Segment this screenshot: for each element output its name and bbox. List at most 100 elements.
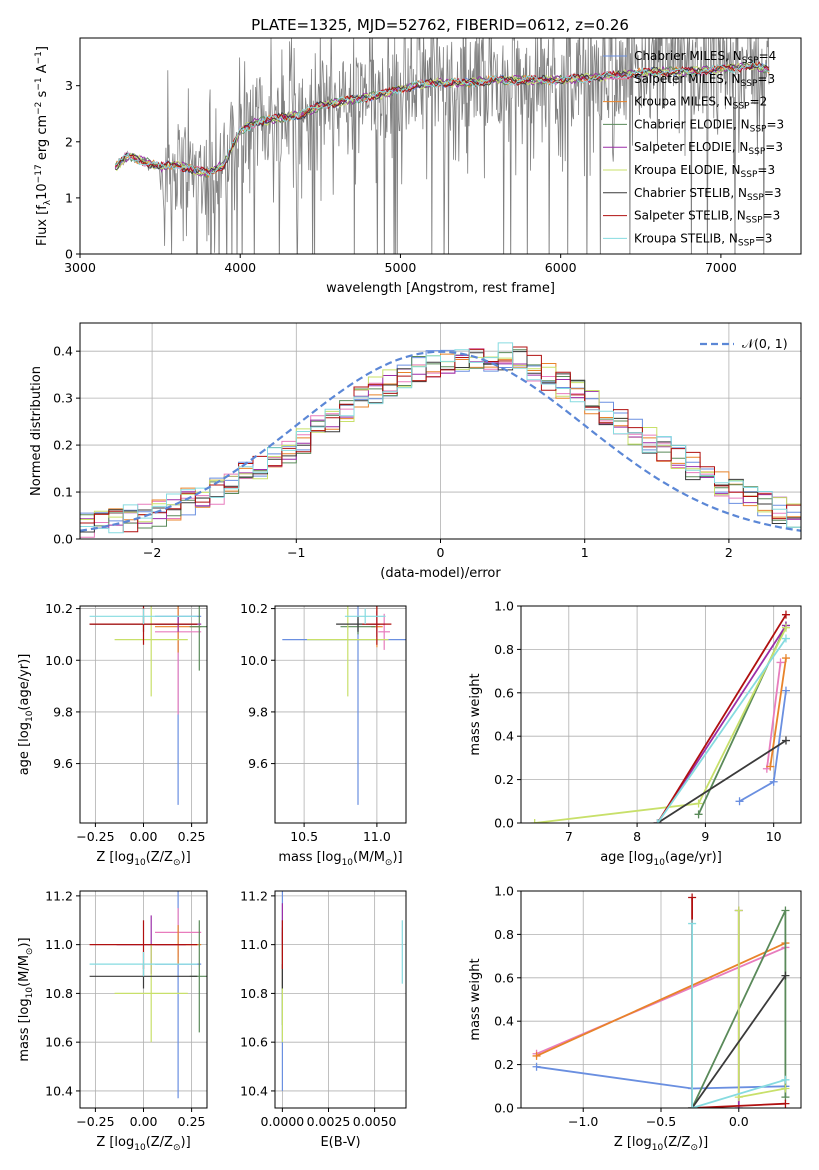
residual-hist-salpeter-stelib bbox=[80, 346, 801, 533]
weight-line-chabrier-stelib bbox=[657, 739, 787, 823]
y-tick-label: 0.3 bbox=[53, 391, 73, 406]
weight-marker-chabrier-miles bbox=[532, 1062, 541, 1071]
panel-weight-vs-age: 7 8 9 10 0.0 0.2 0.4 0.6 0.8 1.0 age [log10(age/yr… bbox=[468, 599, 802, 868]
plot-area bbox=[532, 893, 790, 1108]
panel-mass-vs-Z: −0.25 0.00 0.25 10.4 10.6 10.8 11.0 11.2 Z [log1… bbox=[17, 888, 208, 1153]
weight-marker-kroupa-elodie bbox=[781, 1084, 790, 1093]
panel-mass-vs-ebv: 0.0000 0.0025 0.0050 10.4 10.6 10.8 11.0 11.2 E(… bbox=[240, 888, 407, 1150]
weight-marker-kroupa-stelib bbox=[688, 1104, 697, 1108]
y-tick-label: 0.4 bbox=[53, 344, 73, 359]
weight-line-chabrier-stelib bbox=[691, 975, 787, 1108]
y-tick-label: 10.8 bbox=[45, 986, 73, 1001]
x-axis-label: wavelength [Angstrom, rest frame] bbox=[326, 281, 555, 296]
axes-frame bbox=[520, 605, 802, 824]
legend-label: Salpeter ELODIE, NSSP=3 bbox=[634, 140, 783, 157]
y-tick-label: 2 bbox=[65, 134, 73, 149]
weight-line-kroupa-stelib bbox=[691, 923, 786, 1108]
legend-label: Chabrier STELIB, NSSP=3 bbox=[634, 186, 782, 203]
y-tick-label: 10.8 bbox=[240, 986, 268, 1001]
x-tick-label: 0.25 bbox=[178, 1114, 206, 1129]
y-tick-label: 1.0 bbox=[494, 599, 514, 614]
plot-area bbox=[530, 610, 790, 823]
model-spectrum-kroupa-stelib bbox=[114, 60, 770, 176]
y-tick-label: 11.0 bbox=[240, 937, 268, 952]
y-tick-label: 1 bbox=[65, 190, 73, 205]
axes-frame bbox=[79, 605, 208, 824]
y-tick-label: 0.0 bbox=[53, 532, 73, 547]
panel-spectrum: 3000 4000 5000 6000 7000 0 1 2 3 wavelength [Angs… bbox=[34, 37, 802, 296]
weight-line-salpeter-elodie bbox=[656, 625, 787, 823]
x-tick-label: 1 bbox=[581, 545, 589, 560]
weight-marker-kroupa-miles bbox=[781, 654, 790, 663]
weight-marker-kroupa-stelib bbox=[688, 919, 697, 928]
legend-label: Salpeter STELIB, NSSP=3 bbox=[634, 209, 780, 226]
x-tick-label: 7 bbox=[565, 829, 573, 844]
y-axis-label: age [log10(age/yr)] bbox=[17, 654, 35, 776]
x-tick-label: 11.0 bbox=[363, 829, 391, 844]
y-tick-label: 0.2 bbox=[53, 438, 73, 453]
x-tick-label: −0.5 bbox=[646, 1114, 676, 1129]
y-tick-label: 10.0 bbox=[240, 653, 268, 668]
x-axis-label: (data-model)/error bbox=[380, 566, 501, 581]
panel-residuals: −2 −1 0 1 2 0.0 0.1 0.2 0.3 0.4 (data-model)/error… bbox=[29, 322, 802, 581]
y-tick-label: 10.2 bbox=[240, 601, 268, 616]
x-tick-label: 10 bbox=[766, 829, 782, 844]
x-tick-label: 0.0000 bbox=[261, 1114, 305, 1129]
axes-frame bbox=[79, 37, 802, 255]
weight-marker-chabrier-miles bbox=[769, 777, 778, 786]
legend-label: Chabrier ELODIE, NSSP=3 bbox=[634, 117, 784, 134]
weight-line-kroupa-stelib bbox=[656, 637, 787, 823]
plot-area bbox=[114, 38, 770, 254]
axes-frame bbox=[79, 890, 208, 1109]
x-tick-label: −2 bbox=[143, 545, 161, 560]
x-axis-label: E(B-V) bbox=[320, 1135, 360, 1150]
y-tick-label: 10.6 bbox=[240, 1035, 268, 1050]
x-tick-label: −0.25 bbox=[76, 1114, 114, 1129]
weight-marker-chabrier-stelib bbox=[781, 736, 790, 745]
weight-marker-chabrier-elodie bbox=[781, 906, 790, 915]
weight-line-salpeter-stelib bbox=[656, 614, 787, 823]
residual-hist-kroupa-stelib bbox=[80, 342, 801, 534]
y-tick-label: 0.4 bbox=[494, 729, 514, 744]
axes-frame bbox=[274, 890, 407, 1109]
plot-area bbox=[89, 891, 207, 1099]
weight-marker-chabrier-elodie bbox=[694, 810, 703, 819]
y-tick-label: 0.2 bbox=[494, 772, 514, 787]
legend-label: Kroupa STELIB, NSSP=3 bbox=[634, 231, 772, 248]
y-tick-label: 11.2 bbox=[240, 888, 268, 903]
x-tick-label: 0.00 bbox=[130, 1114, 158, 1129]
y-tick-label: 10.2 bbox=[45, 601, 73, 616]
panel-weight-vs-Z: −1.0 −0.5 0.0 0.0 0.2 0.4 0.6 0.8 1.0 Z [log10(Z/… bbox=[468, 884, 802, 1153]
x-tick-label: 0.00 bbox=[130, 829, 158, 844]
x-tick-label: 10.5 bbox=[290, 829, 318, 844]
y-tick-label: 11.2 bbox=[45, 888, 73, 903]
x-axis-label: mass [log10(M/M⊙)] bbox=[278, 850, 402, 868]
legend-label: Kroupa MILES, NSSP=2 bbox=[634, 95, 767, 112]
y-tick-label: 0 bbox=[65, 247, 73, 262]
y-tick-label: 10.6 bbox=[45, 1035, 73, 1050]
y-tick-label: 0.8 bbox=[494, 927, 514, 942]
legend-label: Kroupa ELODIE, NSSP=3 bbox=[634, 163, 775, 180]
panel-age-vs-mass: 10.5 11.0 9.6 9.8 10.0 10.2 mass [log10(M/M⊙)] bbox=[240, 601, 407, 868]
plot-area bbox=[80, 342, 801, 538]
y-axis-label: mass [log10(M/M⊙)] bbox=[17, 937, 35, 1061]
x-tick-label: 4000 bbox=[224, 260, 256, 275]
weight-marker-kroupa-miles bbox=[532, 1051, 541, 1060]
y-tick-label: 10.4 bbox=[240, 1083, 268, 1098]
x-axis-label: Z [log10(Z/Z⊙)] bbox=[614, 1135, 708, 1153]
y-tick-label: 0.6 bbox=[494, 685, 514, 700]
x-tick-label: 0.0 bbox=[729, 1114, 749, 1129]
y-tick-label: 1.0 bbox=[494, 884, 514, 899]
y-axis-label: Flux [fλ10−17 erg cm−2 s−1 A−1] bbox=[34, 46, 53, 246]
x-tick-label: 0.25 bbox=[178, 829, 206, 844]
y-tick-label: 9.6 bbox=[53, 756, 73, 771]
x-axis-label: Z [log10(Z/Z⊙)] bbox=[96, 1135, 190, 1153]
weight-marker-kroupa-elodie bbox=[781, 623, 790, 632]
x-tick-label: −1 bbox=[287, 545, 305, 560]
x-tick-label: 0.0025 bbox=[307, 1114, 351, 1129]
x-tick-label: 0.0050 bbox=[353, 1114, 397, 1129]
x-tick-label: 6000 bbox=[545, 260, 577, 275]
weight-marker-salpeter-miles bbox=[776, 658, 785, 667]
weight-marker-chabrier-stelib bbox=[781, 971, 790, 980]
